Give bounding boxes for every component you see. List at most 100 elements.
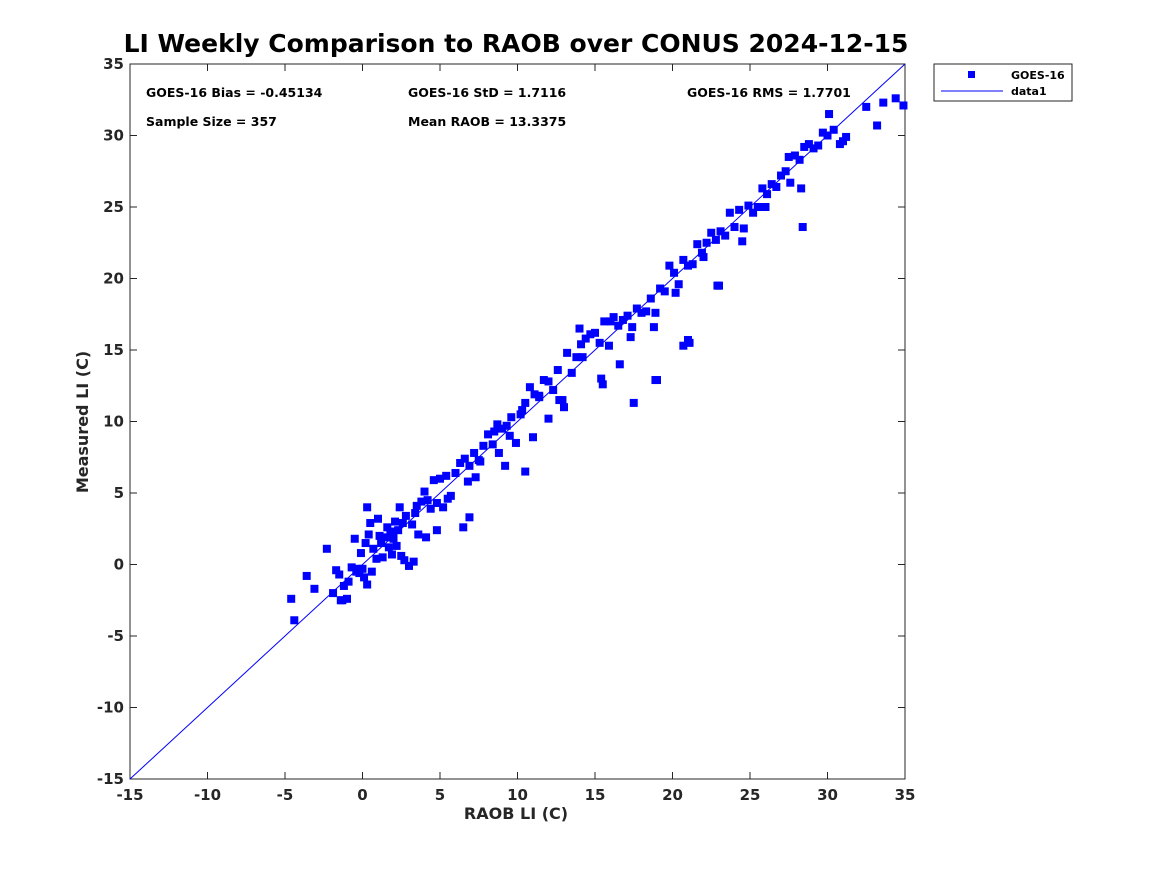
x-tick-label: -5 <box>277 786 294 804</box>
data-point <box>688 260 697 269</box>
data-point <box>363 503 372 512</box>
data-point <box>829 125 838 134</box>
data-point <box>781 167 790 176</box>
data-point <box>358 564 367 573</box>
data-point <box>374 514 382 523</box>
data-point <box>408 520 417 529</box>
data-point <box>721 231 730 240</box>
y-tick-label: 35 <box>103 55 124 73</box>
data-point <box>800 142 809 151</box>
data-point <box>322 544 331 553</box>
data-point <box>679 255 688 264</box>
data-point <box>521 467 530 476</box>
data-point <box>356 549 365 558</box>
data-point <box>814 141 823 150</box>
y-tick-label: 15 <box>103 341 124 359</box>
data-point <box>401 511 410 520</box>
data-point <box>426 504 435 513</box>
data-point <box>443 494 452 503</box>
data-point <box>809 144 818 153</box>
data-point <box>465 513 474 522</box>
data-point <box>649 323 658 332</box>
data-point <box>398 519 407 528</box>
data-point <box>623 311 632 320</box>
data-point <box>873 121 882 130</box>
data-point <box>442 471 451 480</box>
data-point <box>366 519 375 528</box>
data-point <box>563 348 572 357</box>
data-point <box>697 248 706 257</box>
data-point <box>417 497 426 506</box>
data-point <box>735 205 744 214</box>
data-point <box>310 584 319 593</box>
data-points <box>287 94 908 625</box>
mean-raob-annotation: Mean RAOB = 13.3375 <box>408 114 566 129</box>
data-point <box>383 523 392 532</box>
data-point <box>560 403 568 412</box>
data-point <box>679 341 688 350</box>
data-point <box>684 261 692 270</box>
data-point <box>578 353 587 362</box>
data-point <box>525 383 534 392</box>
data-point <box>391 517 400 526</box>
x-axis-ticks: -15 -10 -5 0 5 10 15 20 25 30 35 <box>116 64 915 804</box>
data-point <box>711 235 720 244</box>
data-point <box>397 551 406 560</box>
legend: GOES-16 data1 <box>933 63 1073 102</box>
data-point <box>670 268 679 277</box>
data-point <box>879 98 888 107</box>
data-point <box>804 140 813 149</box>
data-point <box>436 474 444 483</box>
data-point <box>839 137 847 146</box>
data-point <box>389 534 398 543</box>
data-point <box>377 539 386 548</box>
data-point <box>456 458 465 467</box>
data-point <box>618 315 627 324</box>
y-tick-label: -10 <box>97 699 124 717</box>
data-point <box>761 203 770 211</box>
x-tick-label: 25 <box>740 786 761 804</box>
x-tick-label: -15 <box>116 786 143 804</box>
data-point <box>763 190 772 199</box>
y-axis-ticks: -15 -10 -5 0 5 10 15 20 25 30 35 <box>97 55 905 788</box>
data-point <box>432 526 441 535</box>
data-point <box>488 440 497 449</box>
y-tick-label: 30 <box>103 127 124 145</box>
legend-entry-data1: data1 <box>1011 85 1047 98</box>
data-point <box>360 573 369 582</box>
data-point <box>493 420 502 429</box>
data-point <box>716 227 725 236</box>
data-point <box>749 208 758 217</box>
data-point <box>753 203 762 211</box>
data-point <box>575 324 584 333</box>
rms-annotation: GOES-16 RMS = 1.7701 <box>687 85 851 100</box>
data-point <box>629 398 638 407</box>
data-point <box>429 476 438 485</box>
data-point <box>518 406 527 415</box>
legend-entry-goes16: GOES-16 <box>1011 69 1065 82</box>
data-point <box>381 533 390 542</box>
data-point <box>507 413 516 422</box>
data-point <box>595 338 604 347</box>
data-point <box>344 577 353 586</box>
data-point <box>797 184 806 193</box>
data-point <box>600 317 609 326</box>
data-point <box>302 571 311 580</box>
std-annotation: GOES-16 StD = 1.7116 <box>408 85 566 100</box>
data-point <box>651 376 660 385</box>
data-point <box>511 438 520 447</box>
data-point <box>476 457 485 466</box>
data-point <box>544 414 553 423</box>
data-point <box>414 530 423 539</box>
legend-box <box>933 63 1073 102</box>
data-point <box>591 328 599 337</box>
data-point <box>790 151 799 160</box>
data-point <box>490 427 499 436</box>
data-point <box>738 237 747 246</box>
data-point <box>693 240 702 249</box>
data-point <box>651 308 660 317</box>
data-point <box>739 224 748 233</box>
data-point <box>614 321 623 330</box>
x-tick-label: 20 <box>662 786 683 804</box>
